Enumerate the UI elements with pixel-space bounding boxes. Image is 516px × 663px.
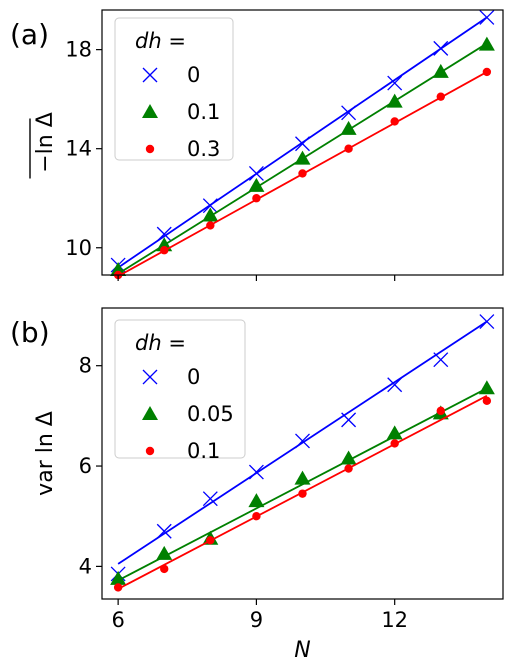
legend-marker <box>142 406 158 420</box>
data-point <box>156 545 173 560</box>
legend-marker <box>142 67 158 83</box>
data-point <box>344 144 353 153</box>
data-point <box>202 207 219 222</box>
data-point <box>110 262 127 277</box>
legend-title: dh = <box>135 331 186 355</box>
panel-a: (a) 10 14 18 −ln Δ dh =0 0.1 0.3 <box>10 9 504 281</box>
panel-b: (b) 6 9 12 4 6 8 var ln Δ Ndh =0 0.05 0.1 <box>10 307 504 663</box>
data-point <box>248 165 264 181</box>
legend: dh =0 0.05 0.1 <box>114 319 246 463</box>
data-point <box>252 512 261 521</box>
y-tick-label: 4 <box>79 554 92 578</box>
data-point <box>202 491 218 507</box>
x-axis-label: N <box>294 638 310 663</box>
x-tick-label: 12 <box>381 608 408 632</box>
data-point <box>482 396 492 406</box>
legend-label: 0 <box>187 63 200 87</box>
data-point <box>386 93 403 108</box>
data-point <box>390 117 399 126</box>
data-point <box>206 536 215 545</box>
data-point <box>113 583 123 592</box>
legend-label: 0 <box>187 365 200 389</box>
plot-frame <box>101 9 504 276</box>
data-point <box>482 67 492 77</box>
data-point <box>433 40 449 56</box>
data-point <box>294 470 311 485</box>
data-point <box>110 570 127 585</box>
legend-marker <box>142 104 158 118</box>
y-tick-label: 6 <box>79 454 92 478</box>
data-point <box>248 464 264 480</box>
data-point <box>160 564 169 574</box>
data-point <box>390 439 399 448</box>
data-point <box>478 36 495 51</box>
y-tick-label: 8 <box>79 354 92 378</box>
legend-marker <box>145 144 155 154</box>
data-point <box>479 9 495 25</box>
legend: dh =0 0.1 0.3 <box>114 17 234 161</box>
series-0 <box>110 9 495 273</box>
data-point <box>340 120 357 135</box>
legend-box <box>114 17 234 161</box>
y-tick-label: 10 <box>65 236 92 260</box>
data-point <box>248 177 265 192</box>
panel-label: (a) <box>10 18 49 51</box>
data-point <box>433 352 449 368</box>
data-point <box>298 169 307 178</box>
data-point <box>436 92 445 101</box>
legend-label: 0.3 <box>187 137 220 161</box>
series-0.05 <box>110 380 495 585</box>
data-point <box>478 380 495 395</box>
series-0.1 <box>113 395 492 592</box>
data-point <box>156 226 172 242</box>
data-point <box>432 63 449 78</box>
x-tick-label: 9 <box>250 608 263 632</box>
data-point <box>248 493 265 508</box>
data-point <box>295 433 310 449</box>
legend-label: 0.1 <box>187 439 220 463</box>
legend-marker <box>142 369 158 385</box>
fit-line <box>117 16 488 269</box>
data-point <box>202 198 218 214</box>
y-axis-label: var ln Δ <box>33 411 58 496</box>
data-point <box>156 523 172 539</box>
data-point <box>341 412 357 428</box>
data-point <box>252 194 261 203</box>
legend-label: 0.05 <box>187 402 234 426</box>
y-tick-label: 18 <box>65 38 92 62</box>
data-point <box>436 406 445 416</box>
panel-label: (b) <box>10 316 50 349</box>
legend-marker <box>145 446 155 456</box>
data-point <box>387 75 403 91</box>
data-point <box>344 464 353 473</box>
data-point <box>206 221 215 230</box>
fit-line <box>117 320 488 565</box>
data-point <box>386 425 403 440</box>
legend-label: 0.1 <box>187 100 220 124</box>
data-point <box>298 489 307 498</box>
data-point <box>341 105 357 121</box>
plot-frame <box>101 307 504 600</box>
data-point <box>294 150 311 165</box>
data-point <box>295 136 310 152</box>
x-tick-label: 6 <box>111 608 124 632</box>
legend-box <box>114 319 246 459</box>
data-point <box>160 246 169 255</box>
y-axis-label: −ln Δ <box>33 112 58 173</box>
data-point <box>479 314 495 330</box>
data-point <box>387 377 403 393</box>
legend-title: dh = <box>135 29 186 53</box>
data-point <box>340 450 357 465</box>
y-tick-label: 14 <box>65 137 92 161</box>
